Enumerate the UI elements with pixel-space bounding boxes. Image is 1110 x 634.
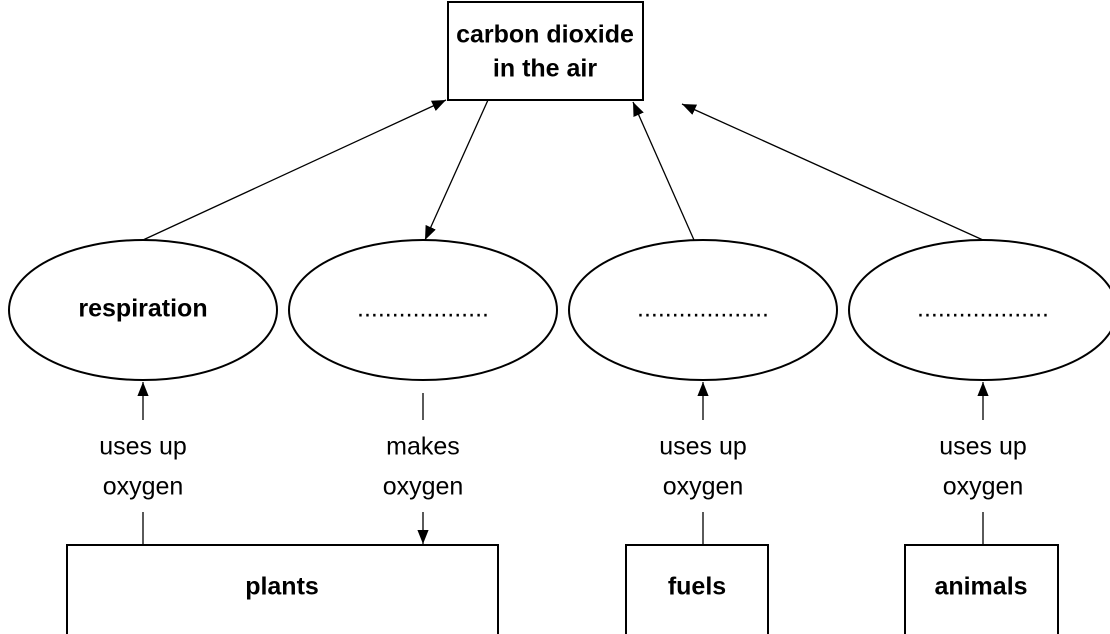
arrow (681, 103, 984, 241)
source-box (625, 544, 769, 634)
source-label: plants (245, 573, 319, 601)
top-box (447, 1, 644, 101)
process-label: ................... (637, 295, 769, 323)
process-ellipse (288, 239, 558, 381)
source-box (66, 544, 499, 634)
source-label: fuels (668, 573, 726, 601)
arrow (632, 101, 695, 241)
links: uses up oxygen makes oxygen uses up oxygen use… (99, 382, 1027, 545)
arrow (142, 99, 447, 241)
link-label: oxygen (943, 473, 1024, 501)
link-label: makes (386, 433, 460, 461)
processes: respiration.............................… (8, 239, 1110, 381)
link-label: oxygen (383, 473, 464, 501)
process-label: respiration (78, 295, 207, 323)
process-ellipse (848, 239, 1110, 381)
link-label: uses up (99, 433, 187, 461)
link-label: oxygen (103, 473, 184, 501)
process-ellipse (568, 239, 838, 381)
process-ellipse (8, 239, 278, 381)
source-box (904, 544, 1059, 634)
source-label: animals (934, 573, 1027, 601)
link-label: uses up (939, 433, 1027, 461)
arrow (424, 99, 489, 241)
process-label: ................... (917, 295, 1049, 323)
top-label: in the air (493, 55, 597, 83)
top-label: carbon dioxide (456, 21, 634, 49)
link-label: oxygen (663, 473, 744, 501)
link-label: uses up (659, 433, 747, 461)
process-label: ................... (357, 295, 489, 323)
